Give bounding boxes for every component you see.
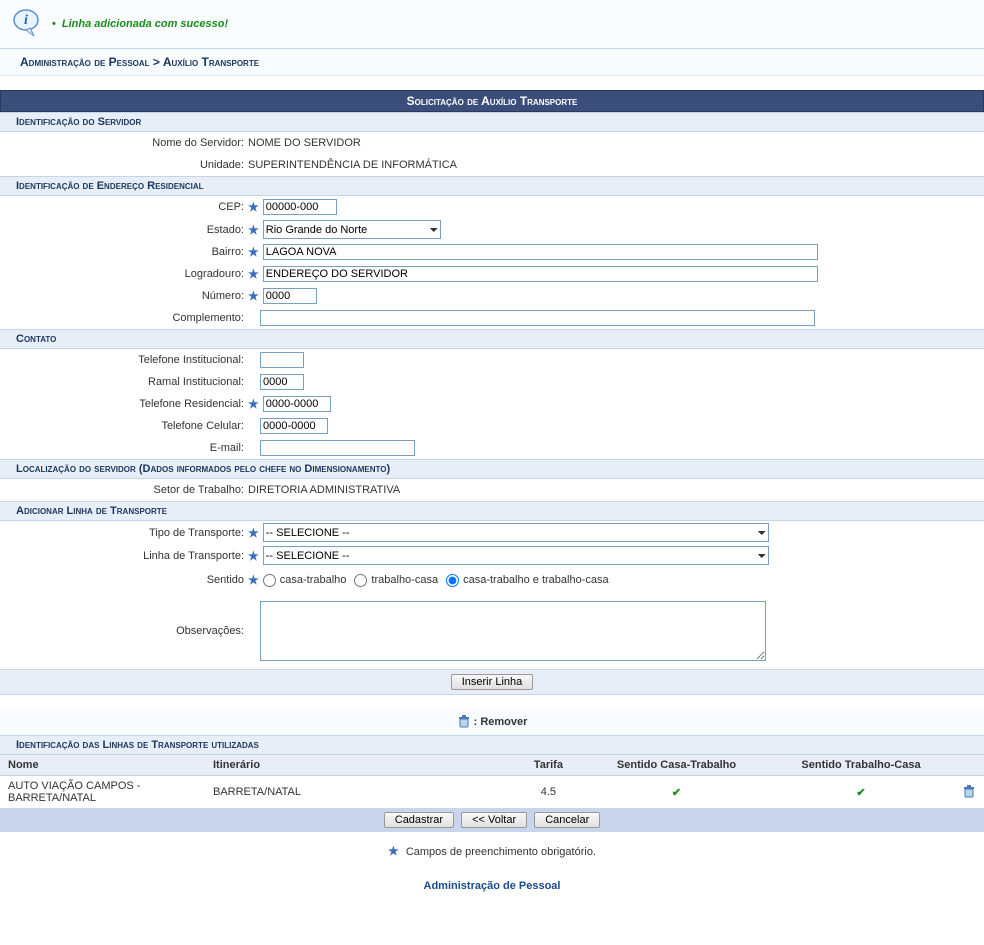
check-icon: ✔: [672, 787, 681, 799]
tipo-transporte-select[interactable]: -- SELECIONE --: [263, 523, 769, 542]
bairro-input[interactable]: [263, 244, 818, 260]
tel-cel-input[interactable]: [260, 418, 328, 434]
section-identificacao-endereco: Identificação de Endereço Residencial: [0, 176, 984, 196]
th-tarifa: Tarifa: [513, 755, 585, 776]
th-itinerario: Itinerário: [205, 755, 513, 776]
sentido-radio-1[interactable]: casa-trabalho: [263, 574, 347, 587]
tipo-transporte-label: Tipo de Transporte:: [0, 527, 248, 539]
unidade-value: SUPERINTENDÊNCIA DE INFORMÁTICA: [248, 159, 984, 171]
email-input[interactable]: [260, 440, 415, 456]
table-row: AUTO VIAÇÃO CAMPOS - BARRETA/NATAL BARRE…: [0, 776, 984, 809]
cep-input[interactable]: [263, 199, 337, 215]
section-localizacao: Localização do servidor (Dados informado…: [0, 459, 984, 479]
breadcrumb-sep: >: [153, 55, 160, 69]
required-star-icon: ★: [248, 289, 259, 303]
cell-sentido-ct: ✔: [584, 776, 769, 809]
breadcrumb-part1[interactable]: Administração de Pessoal: [20, 55, 150, 69]
bullet-icon: •: [52, 18, 56, 30]
estado-label: Estado:: [0, 224, 248, 236]
section-contato: Contato: [0, 329, 984, 349]
bairro-label: Bairro:: [0, 246, 248, 258]
sentido-radio-3[interactable]: casa-trabalho e trabalho-casa: [446, 574, 609, 587]
check-icon: ✔: [856, 787, 865, 799]
required-star-icon: ★: [248, 267, 259, 281]
setor-label: Setor de Trabalho:: [0, 484, 248, 496]
inserir-linha-button[interactable]: Inserir Linha: [451, 674, 534, 690]
legend-bar: : Remover: [0, 709, 984, 735]
cancelar-button[interactable]: Cancelar: [534, 812, 600, 828]
linhas-table: Nome Itinerário Tarifa Sentido Casa-Trab…: [0, 755, 984, 808]
logradouro-label: Logradouro:: [0, 268, 248, 280]
unidade-label: Unidade:: [0, 159, 248, 171]
required-star-icon: ★: [248, 223, 259, 237]
required-star-icon: ★: [248, 200, 259, 214]
numero-input[interactable]: [263, 288, 317, 304]
linha-transporte-label: Linha de Transporte:: [0, 550, 248, 562]
ramal-label: Ramal Institucional:: [0, 376, 248, 388]
required-footer: ★ Campos de preenchimento obrigatório.: [0, 832, 984, 870]
nome-servidor-label: Nome do Servidor:: [0, 137, 248, 149]
ramal-input[interactable]: [260, 374, 304, 390]
legend-remover-text: : Remover: [474, 716, 528, 728]
section-adicionar-linha: Adicionar Linha de Transporte: [0, 501, 984, 521]
th-sentido-ct: Sentido Casa-Trabalho: [584, 755, 769, 776]
remove-row-button[interactable]: [962, 785, 976, 799]
success-notification: i • Linha adicionada com sucesso!: [0, 0, 984, 49]
cadastrar-button[interactable]: Cadastrar: [384, 812, 454, 828]
required-star-icon: ★: [248, 526, 259, 540]
footer-link[interactable]: Administração de Pessoal: [0, 870, 984, 902]
cell-sentido-tc: ✔: [769, 776, 954, 809]
th-nome: Nome: [0, 755, 205, 776]
cell-tarifa: 4.5: [513, 776, 585, 809]
info-icon: i: [12, 8, 44, 40]
page-title: Solicitação de Auxílio Transporte: [0, 90, 984, 112]
cell-nome: AUTO VIAÇÃO CAMPOS - BARRETA/NATAL: [0, 776, 205, 809]
sentido-label: Sentido: [0, 574, 248, 586]
numero-label: Número:: [0, 290, 248, 302]
required-star-icon: ★: [248, 573, 259, 587]
required-star-icon: ★: [248, 245, 259, 259]
observacoes-label: Observações:: [0, 601, 248, 637]
cep-label: CEP:: [0, 201, 248, 213]
tel-inst-input[interactable]: [260, 352, 304, 368]
required-star-icon: ★: [248, 549, 259, 563]
required-star-icon: ★: [248, 397, 259, 411]
trash-icon: [457, 715, 471, 729]
breadcrumb: Administração de Pessoal > Auxílio Trans…: [0, 49, 984, 76]
tel-inst-label: Telefone Institucional:: [0, 354, 248, 366]
required-star-icon: ★: [388, 844, 399, 858]
estado-select[interactable]: Rio Grande do Norte: [263, 220, 441, 239]
tel-cel-label: Telefone Celular:: [0, 420, 248, 432]
section-identificacao-servidor: Identificação do Servidor: [0, 112, 984, 132]
observacoes-textarea[interactable]: [260, 601, 766, 661]
nome-servidor-value: NOME DO SERVIDOR: [248, 137, 984, 149]
tel-res-label: Telefone Residencial:: [0, 398, 248, 410]
tel-res-input[interactable]: [263, 396, 331, 412]
logradouro-input[interactable]: [263, 266, 818, 282]
required-text: Campos de preenchimento obrigatório.: [406, 846, 596, 858]
email-label: E-mail:: [0, 442, 248, 454]
complemento-label: Complemento:: [0, 312, 248, 324]
complemento-input[interactable]: [260, 310, 815, 326]
breadcrumb-part2[interactable]: Auxílio Transporte: [163, 55, 259, 69]
th-sentido-tc: Sentido Trabalho-Casa: [769, 755, 954, 776]
section-linhas-utilizadas: Identificação das Linhas de Transporte u…: [0, 735, 984, 755]
notification-message: Linha adicionada com sucesso!: [62, 18, 228, 30]
voltar-button[interactable]: << Voltar: [461, 812, 527, 828]
cell-itinerario: BARRETA/NATAL: [205, 776, 513, 809]
svg-text:i: i: [24, 13, 28, 28]
setor-value: DIRETORIA ADMINISTRATIVA: [248, 484, 984, 496]
sentido-radio-2[interactable]: trabalho-casa: [354, 574, 438, 587]
linha-transporte-select[interactable]: -- SELECIONE --: [263, 546, 769, 565]
